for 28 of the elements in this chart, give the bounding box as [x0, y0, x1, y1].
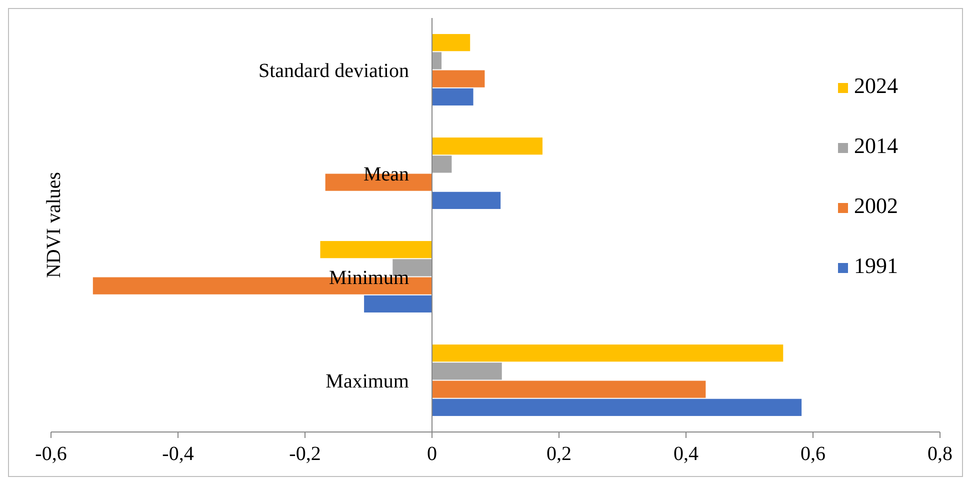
- bar: [432, 398, 802, 416]
- bar: [432, 344, 784, 362]
- bar: [432, 70, 485, 88]
- x-tick-label: -0,6: [35, 443, 67, 465]
- legend-label: 2014: [854, 133, 898, 158]
- bar: [432, 156, 452, 173]
- bar: [432, 88, 474, 106]
- x-tick-label: -0,2: [289, 443, 321, 465]
- y-axis-title: NDVI values: [43, 172, 65, 278]
- x-tick-label: 0,2: [546, 443, 572, 465]
- bar: [432, 380, 706, 398]
- legend-label: 1991: [854, 253, 898, 278]
- bar: [432, 34, 470, 52]
- bar: [320, 241, 432, 258]
- x-tick-label: 0,8: [928, 443, 952, 465]
- x-tick-label: 0,4: [674, 443, 698, 465]
- bar: [432, 52, 442, 70]
- y-tick-label: Maximum: [326, 370, 410, 392]
- x-tick-label: 0: [427, 443, 437, 465]
- bar: [432, 362, 502, 380]
- y-tick-label: Standard deviation: [258, 60, 409, 82]
- legend-label: 2024: [854, 73, 898, 98]
- bar: [364, 295, 432, 312]
- x-tick-label: -0,4: [162, 443, 194, 465]
- bar: [432, 138, 542, 155]
- bar: [432, 192, 501, 209]
- legend-label: 2002: [854, 193, 898, 218]
- x-tick-label: 0,6: [800, 443, 826, 465]
